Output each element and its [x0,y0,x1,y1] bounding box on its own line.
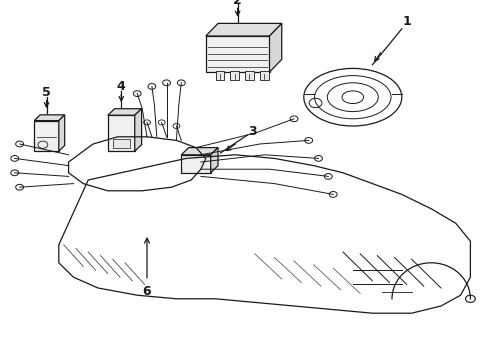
Polygon shape [59,115,65,151]
Polygon shape [270,23,282,72]
Text: 4: 4 [117,80,125,93]
Polygon shape [34,115,65,121]
FancyBboxPatch shape [206,36,270,72]
FancyBboxPatch shape [230,71,239,80]
Polygon shape [211,148,218,173]
Polygon shape [135,109,142,151]
FancyBboxPatch shape [245,71,254,80]
Polygon shape [108,109,142,115]
Text: 6: 6 [143,285,151,298]
Text: 3: 3 [248,125,257,138]
Text: 5: 5 [42,86,51,99]
FancyBboxPatch shape [108,115,135,151]
Polygon shape [181,148,218,155]
FancyBboxPatch shape [216,71,224,80]
FancyBboxPatch shape [113,139,130,148]
Polygon shape [206,23,282,36]
Text: 1: 1 [402,15,411,28]
FancyBboxPatch shape [34,121,59,151]
FancyBboxPatch shape [260,71,269,80]
Text: 2: 2 [233,0,242,6]
FancyBboxPatch shape [181,155,211,173]
